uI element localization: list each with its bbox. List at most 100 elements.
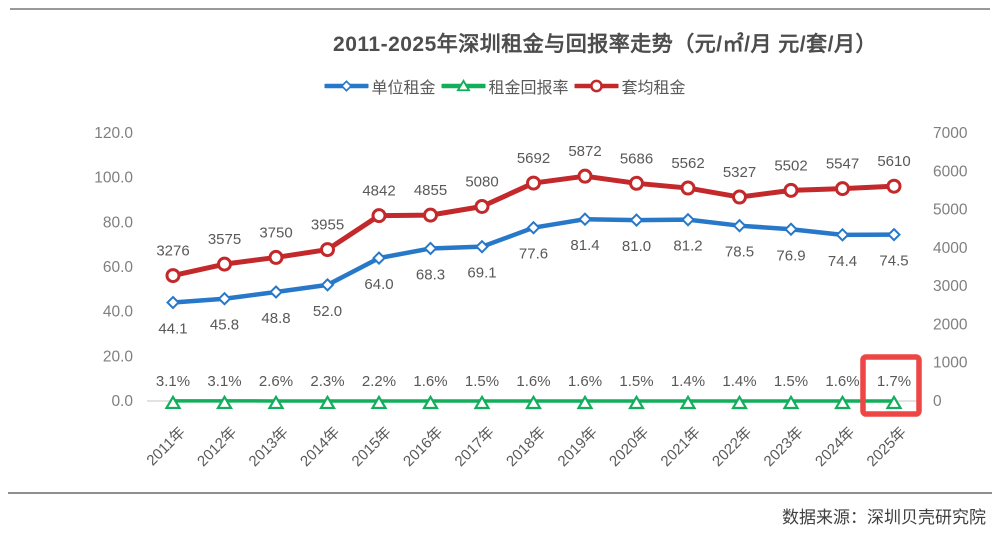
data-label: 1.4% [722, 373, 756, 390]
data-label: 81.4 [570, 237, 599, 254]
x-axis-label: 2017年 [452, 424, 498, 470]
x-axis-label: 2025年 [864, 424, 910, 470]
data-label: 3.1% [207, 373, 241, 390]
diamond-marker [784, 222, 798, 237]
data-label: 1.5% [774, 373, 808, 390]
triangle-marker [422, 394, 439, 410]
data-label: 1.7% [877, 373, 911, 390]
data-label: 5502 [774, 157, 807, 174]
x-axis-label: 2024年 [812, 424, 858, 470]
triangle-marker [679, 394, 697, 410]
data-label: 77.6 [519, 246, 548, 263]
top-divider [10, 8, 990, 10]
data-label: 76.9 [776, 247, 805, 264]
right-axis-tick: 0 [933, 393, 942, 410]
triangle-marker [456, 79, 471, 92]
circle-marker [268, 249, 284, 265]
triangle-marker [525, 394, 542, 410]
labels-套均租金: 3276 3575 3750 3955 4842 4855 5080 5692 5872 5686… [156, 143, 910, 259]
diamond-marker [269, 285, 283, 299]
bottom-divider [8, 492, 992, 494]
data-label: 2.3% [310, 373, 344, 390]
triangle-marker [834, 394, 851, 410]
triangle-marker [628, 394, 645, 410]
left-axis-tick: 40.0 [103, 304, 134, 321]
data-label: 5547 [826, 156, 859, 173]
left-axis-tick: 100.0 [94, 170, 133, 187]
data-label: 3276 [156, 243, 189, 260]
left-axis-tick: 80.0 [103, 214, 134, 231]
legend-item-套均租金: 套均租金 [574, 74, 686, 98]
data-label: 64.0 [364, 276, 393, 293]
triangle-marker [782, 394, 800, 410]
data-label: 1.6% [568, 373, 602, 390]
diamond-marker [372, 251, 386, 265]
series-套均租金 [165, 168, 902, 284]
data-label: 4842 [362, 183, 395, 200]
circle-marker [165, 268, 181, 284]
x-axis-label: 2018年 [503, 424, 549, 470]
circle-marker [577, 168, 593, 184]
data-label: 5610 [877, 153, 910, 170]
data-label: 1.6% [825, 373, 859, 390]
diamond-marker [475, 239, 489, 254]
data-label: 3.1% [156, 373, 190, 390]
circle-marker [590, 79, 603, 93]
triangle-marker [319, 394, 336, 410]
data-label: 2.6% [259, 373, 293, 390]
data-label: 5562 [671, 155, 704, 172]
triangle-marker [576, 394, 594, 410]
data-label: 81.0 [622, 238, 651, 255]
circle-marker [629, 175, 644, 191]
series-单位租金 [166, 212, 901, 310]
legend-item-单位租金: 单位租金 [324, 74, 435, 98]
x-axis-label: 2020年 [606, 424, 652, 470]
legend-item-租金回报率: 租金回报率 [441, 74, 569, 98]
x-axis-label: 2019年 [555, 424, 601, 470]
data-label: 52.0 [313, 303, 342, 320]
data-label: 45.8 [210, 317, 239, 334]
data-label: 5327 [723, 164, 756, 181]
data-label: 69.1 [467, 265, 496, 282]
right-axis-tick: 5000 [933, 202, 968, 219]
chart-title: 2011-2025年深圳租金与回报率走势（元/㎡/月 元/套/月） [333, 33, 877, 56]
data-label: 3750 [259, 224, 292, 241]
diamond-marker [526, 220, 541, 235]
data-label: 1.5% [465, 373, 499, 390]
triangle-marker [885, 394, 903, 410]
data-label: 68.3 [416, 266, 445, 283]
x-axis-label: 2015年 [349, 424, 395, 470]
diamond-marker [423, 241, 438, 256]
triangle-marker [473, 394, 491, 410]
data-label: 44.1 [158, 321, 187, 338]
data-label: 81.2 [673, 238, 702, 255]
data-label: 1.6% [516, 373, 550, 390]
x-axis-label: 2014年 [297, 424, 343, 470]
right-axis-tick: 3000 [933, 278, 968, 295]
data-label: 78.5 [725, 244, 754, 261]
right-axis-tick: 4000 [933, 240, 968, 257]
circle-marker [217, 256, 232, 272]
data-label: 48.8 [261, 310, 290, 327]
x-axis-label: 2016年 [400, 424, 446, 470]
diamond-marker [732, 218, 747, 233]
diamond-marker [340, 80, 353, 92]
data-label: 1.5% [619, 373, 653, 390]
data-label: 5080 [465, 174, 498, 191]
diamond-marker [217, 291, 232, 306]
triangle-marker [267, 394, 285, 410]
triangle-marker [216, 394, 233, 410]
right-axis-tick: 6000 [933, 163, 968, 180]
circle-marker [526, 175, 541, 191]
data-source-text: 数据来源：深圳贝壳研究院 [782, 508, 986, 527]
data-label: 3955 [311, 217, 344, 234]
circle-marker [732, 189, 747, 205]
diamond-marker [629, 213, 644, 228]
x-axis-label: 2021年 [658, 424, 704, 470]
diamond-marker [681, 212, 695, 227]
diamond-marker [835, 227, 850, 242]
data-label: 74.4 [828, 253, 857, 270]
legend-label: 单位租金 [371, 80, 436, 97]
diamond-marker [887, 227, 901, 242]
